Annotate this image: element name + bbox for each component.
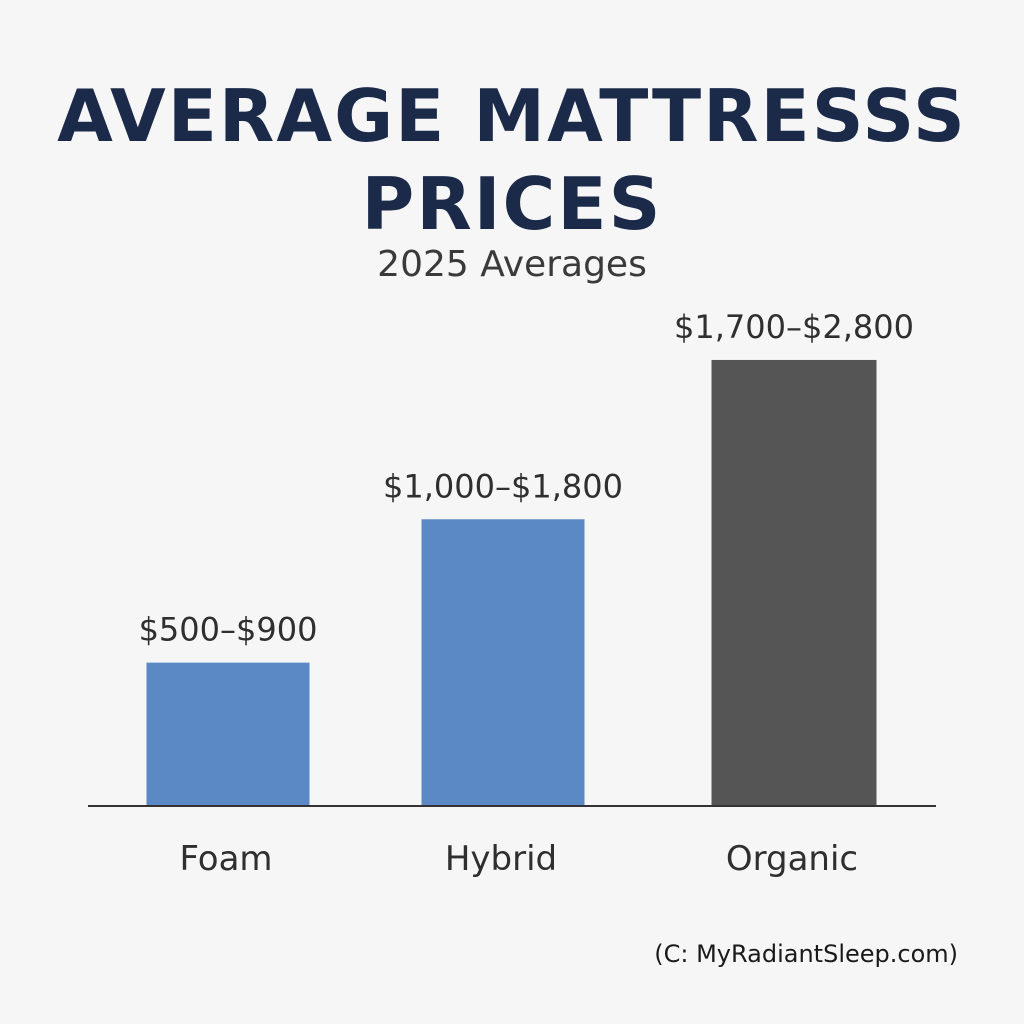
bar-organic — [711, 359, 877, 806]
data-label-organic: $1,700–$2,800 — [674, 308, 914, 346]
data-label-foam: $500–$900 — [139, 611, 318, 649]
data-label-hybrid: $1,000–$1,800 — [383, 467, 623, 505]
source-credit: (C: MyRadiantSleep.com) — [654, 940, 958, 968]
category-label-foam: Foam — [179, 839, 272, 879]
category-label-organic: Organic — [726, 839, 858, 879]
bar-hybrid — [421, 519, 585, 806]
chart-subtitle: 2025 Averages — [377, 244, 647, 285]
category-label-hybrid: Hybrid — [445, 839, 557, 879]
chart-title: AVERAGE MATTRESSS PRICES — [57, 74, 967, 246]
bar-foam — [146, 662, 310, 806]
